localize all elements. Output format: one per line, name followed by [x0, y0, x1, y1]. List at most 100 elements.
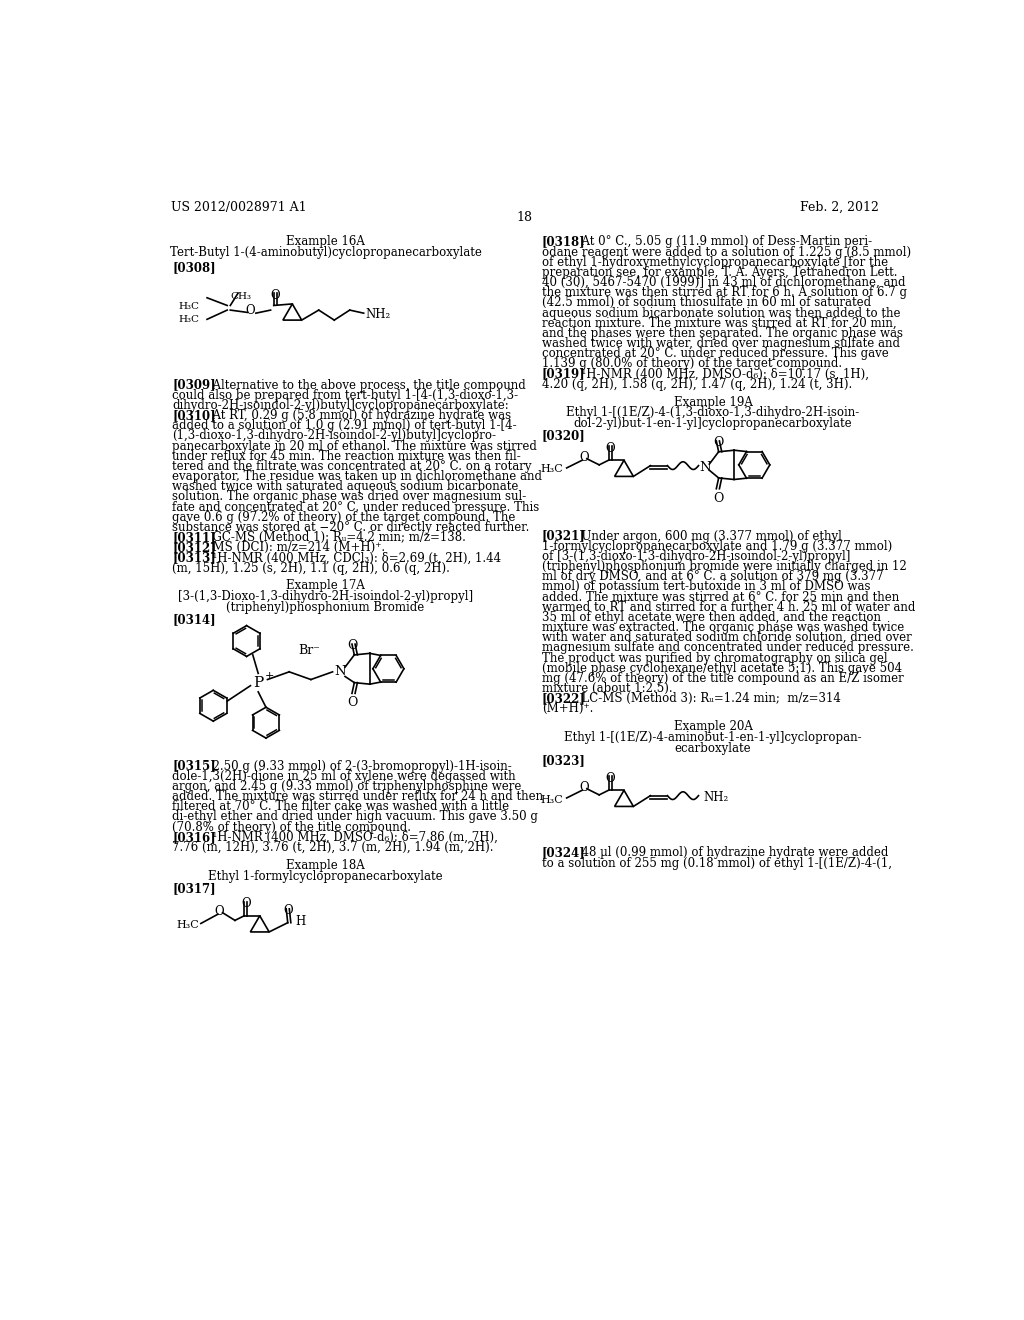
Text: ml of dry DMSO, and at 6° C. a solution of 379 mg (3.377: ml of dry DMSO, and at 6° C. a solution … — [542, 570, 884, 583]
Text: O: O — [579, 780, 589, 793]
Text: LC-MS (Method 3): Rᵤ=1.24 min;  m/z=314: LC-MS (Method 3): Rᵤ=1.24 min; m/z=314 — [574, 692, 842, 705]
Text: 1.139 g (80.0% of theory) of the target compound.: 1.139 g (80.0% of theory) of the target … — [542, 358, 842, 371]
Text: (triphenyl)phosphonium bromide were initially charged in 12: (triphenyl)phosphonium bromide were init… — [542, 560, 906, 573]
Text: dol-2-yl)but-1-en-1-yl]cyclopropanecarboxylate: dol-2-yl)but-1-en-1-yl]cyclopropanecarbo… — [573, 417, 852, 430]
Text: [0308]: [0308] — [172, 261, 216, 273]
Text: [0312]: [0312] — [172, 541, 216, 554]
Text: 7.76 (m, 12H), 3.76 (t, 2H), 3.7 (m, 2H), 1.94 (m, 2H).: 7.76 (m, 12H), 3.76 (t, 2H), 3.7 (m, 2H)… — [172, 841, 494, 854]
Text: P: P — [253, 676, 263, 689]
Text: [0320]: [0320] — [542, 429, 586, 442]
Text: tered and the filtrate was concentrated at 20° C. on a rotary: tered and the filtrate was concentrated … — [172, 459, 531, 473]
Text: (1,3‑dioxo‑1,3‑dihydro‑2H‑isoindol‑2‑yl)butyl]cyclopro-: (1,3‑dioxo‑1,3‑dihydro‑2H‑isoindol‑2‑yl)… — [172, 429, 497, 442]
Text: The product was purified by chromatography on silica gel: The product was purified by chromatograp… — [542, 652, 888, 664]
Text: washed twice with water, dried over magnesium sulfate and: washed twice with water, dried over magn… — [542, 337, 900, 350]
Text: [0323]: [0323] — [542, 754, 586, 767]
Text: O: O — [284, 904, 293, 917]
Text: Example 18A: Example 18A — [287, 859, 365, 871]
Text: (triphenyl)phosphonium Bromide: (triphenyl)phosphonium Bromide — [226, 601, 425, 614]
Text: 1-formylcyclopropanecarboxylate and 1.79 g (3.377 mmol): 1-formylcyclopropanecarboxylate and 1.79… — [542, 540, 892, 553]
Text: 18: 18 — [517, 211, 532, 224]
Text: O: O — [605, 442, 614, 455]
Text: Example 20A: Example 20A — [674, 721, 753, 733]
Text: H₃C: H₃C — [541, 795, 563, 804]
Text: O: O — [714, 437, 724, 449]
Text: Ethyl 1-[(1E/Z)-4-aminobut-1-en-1-yl]cyclopropan-: Ethyl 1-[(1E/Z)-4-aminobut-1-en-1-yl]cyc… — [564, 731, 862, 744]
Text: O: O — [215, 904, 224, 917]
Text: [0321]: [0321] — [542, 529, 586, 543]
Text: warmed to RT and stirred for a further 4 h. 25 ml of water and: warmed to RT and stirred for a further 4… — [542, 601, 915, 614]
Text: Example 16A: Example 16A — [286, 235, 366, 248]
Text: ¹H-NMR (400 MHz, DMSO-d₆): δ=7.86 (m, 7H),: ¹H-NMR (400 MHz, DMSO-d₆): δ=7.86 (m, 7H… — [205, 830, 498, 843]
Text: odane reagent were added to a solution of 1.225 g (8.5 mmol): odane reagent were added to a solution o… — [542, 246, 911, 259]
Text: with water and saturated sodium chloride solution, dried over: with water and saturated sodium chloride… — [542, 631, 911, 644]
Text: ecarboxylate: ecarboxylate — [675, 742, 752, 755]
Text: washed twice with saturated aqueous sodium bicarbonate: washed twice with saturated aqueous sodi… — [172, 480, 518, 494]
Text: [3-(1,3-Dioxo-1,3-dihydro-2H-isoindol-2-yl)propyl]: [3-(1,3-Dioxo-1,3-dihydro-2H-isoindol-2-… — [178, 590, 473, 603]
Text: to a solution of 255 mg (0.18 mmol) of ethyl 1-[(1E/Z)-4-(1,: to a solution of 255 mg (0.18 mmol) of e… — [542, 857, 892, 870]
Text: di-ethyl ether and dried under high vacuum. This gave 3.50 g: di-ethyl ether and dried under high vacu… — [172, 810, 538, 824]
Text: (M+H)⁺.: (M+H)⁺. — [542, 702, 593, 715]
Text: added to a solution of 1.0 g (2.91 mmol) of tert-butyl 1-[4-: added to a solution of 1.0 g (2.91 mmol)… — [172, 420, 517, 432]
Text: mixture was extracted. The organic phase was washed twice: mixture was extracted. The organic phase… — [542, 620, 904, 634]
Text: O: O — [605, 772, 614, 785]
Text: of [3-(1,3-dioxo-1,3-dihydro-2H-isoindol-2-yl)propyl]: of [3-(1,3-dioxo-1,3-dihydro-2H-isoindol… — [542, 550, 850, 562]
Text: filtered at 70° C. The filter cake was washed with a little: filtered at 70° C. The filter cake was w… — [172, 800, 509, 813]
Text: gave 0.6 g (97.2% of theory) of the target compound. The: gave 0.6 g (97.2% of theory) of the targ… — [172, 511, 515, 524]
Text: Example 19A: Example 19A — [674, 396, 753, 409]
Text: At RT, 0.29 g (5.8 mmol) of hydrazine hydrate was: At RT, 0.29 g (5.8 mmol) of hydrazine hy… — [205, 409, 511, 422]
Text: O: O — [241, 898, 251, 911]
Text: H₃C: H₃C — [178, 302, 200, 312]
Text: [0315]: [0315] — [172, 759, 216, 772]
Text: O: O — [347, 639, 358, 652]
Text: 35 ml of ethyl acetate were then added, and the reaction: 35 ml of ethyl acetate were then added, … — [542, 611, 881, 624]
Text: At 0° C., 5.05 g (11.9 mmol) of Dess-Martin peri-: At 0° C., 5.05 g (11.9 mmol) of Dess-Mar… — [574, 235, 872, 248]
Text: H: H — [296, 915, 306, 928]
Text: added. The mixture was stirred at 6° C. for 25 min and then: added. The mixture was stirred at 6° C. … — [542, 590, 899, 603]
Text: N: N — [335, 665, 346, 678]
Text: [0310]: [0310] — [172, 409, 216, 422]
Text: mg (47.6% of theory) of the title compound as an E/Z isomer: mg (47.6% of theory) of the title compou… — [542, 672, 903, 685]
Text: Under argon, 600 mg (3.377 mmol) of ethyl: Under argon, 600 mg (3.377 mmol) of ethy… — [574, 529, 843, 543]
Text: fate and concentrated at 20° C. under reduced pressure. This: fate and concentrated at 20° C. under re… — [172, 500, 540, 513]
Text: O: O — [246, 304, 255, 317]
Text: evaporator. The residue was taken up in dichloromethane and: evaporator. The residue was taken up in … — [172, 470, 542, 483]
Text: mmol) of potassium tert-butoxide in 3 ml of DMSO was: mmol) of potassium tert-butoxide in 3 ml… — [542, 581, 870, 594]
Text: [0313]: [0313] — [172, 552, 216, 565]
Text: Alternative to the above process, the title compound: Alternative to the above process, the ti… — [205, 379, 525, 392]
Text: concentrated at 20° C. under reduced pressure. This gave: concentrated at 20° C. under reduced pre… — [542, 347, 889, 360]
Text: argon, and 2.45 g (9.33 mmol) of triphenylphosphine were: argon, and 2.45 g (9.33 mmol) of triphen… — [172, 780, 521, 793]
Text: Br⁻: Br⁻ — [299, 644, 321, 657]
Text: [0314]: [0314] — [172, 614, 216, 626]
Text: under reflux for 45 min. The reaction mixture was then fil-: under reflux for 45 min. The reaction mi… — [172, 450, 521, 463]
Text: and the phases were then separated. The organic phase was: and the phases were then separated. The … — [542, 327, 903, 339]
Text: ¹H-NMR (400 MHz, CDCl₃): δ=2.69 (t, 2H), 1.44: ¹H-NMR (400 MHz, CDCl₃): δ=2.69 (t, 2H),… — [205, 552, 501, 565]
Text: substance was stored at −20° C. or directly reacted further.: substance was stored at −20° C. or direc… — [172, 521, 529, 533]
Text: [0309]: [0309] — [172, 379, 216, 392]
Text: O: O — [579, 450, 589, 463]
Text: 4.20 (q, 2H), 1.58 (q, 2H), 1.47 (q, 2H), 1.24 (t, 3H).: 4.20 (q, 2H), 1.58 (q, 2H), 1.47 (q, 2H)… — [542, 378, 852, 391]
Text: (42.5 mmol) of sodium thiosulfate in 60 ml of saturated: (42.5 mmol) of sodium thiosulfate in 60 … — [542, 297, 871, 309]
Text: of ethyl 1-hydroxymethylcyclopropanecarboxylate [for the: of ethyl 1-hydroxymethylcyclopropanecarb… — [542, 256, 888, 269]
Text: preparation see, for example, T. A. Ayers, Tetrahedron Lett.: preparation see, for example, T. A. Ayer… — [542, 265, 897, 279]
Text: 48 µl (0.99 mmol) of hydrazine hydrate were added: 48 µl (0.99 mmol) of hydrazine hydrate w… — [574, 846, 889, 859]
Text: Tert-Butyl 1-(4-aminobutyl)cyclopropanecarboxylate: Tert-Butyl 1-(4-aminobutyl)cyclopropanec… — [170, 246, 481, 259]
Text: Example 17A: Example 17A — [286, 579, 366, 593]
Text: 40 (30), 5467-5470 (1999)] in 43 ml of dichloromethane, and: 40 (30), 5467-5470 (1999)] in 43 ml of d… — [542, 276, 905, 289]
Text: [0319]: [0319] — [542, 367, 586, 380]
Text: magnesium sulfate and concentrated under reduced pressure.: magnesium sulfate and concentrated under… — [542, 642, 913, 655]
Text: 2.50 g (9.33 mmol) of 2-(3-bromopropyl)-1H-isoin-: 2.50 g (9.33 mmol) of 2-(3-bromopropyl)-… — [205, 759, 511, 772]
Text: NH₂: NH₂ — [703, 791, 728, 804]
Text: Ethyl 1-[(1E/Z)-4-(1,3-dioxo-1,3-dihydro-2H-isoin-: Ethyl 1-[(1E/Z)-4-(1,3-dioxo-1,3-dihydro… — [566, 407, 860, 420]
Text: mixture (about 1:2.5).: mixture (about 1:2.5). — [542, 682, 673, 696]
Text: (m, 15H), 1.25 (s, 2H), 1.1 (q, 2H), 0.6 (q, 2H).: (m, 15H), 1.25 (s, 2H), 1.1 (q, 2H), 0.6… — [172, 561, 451, 574]
Text: ¹H-NMR (400 MHz, DMSO-d₆): δ=10.17 (s, 1H),: ¹H-NMR (400 MHz, DMSO-d₆): δ=10.17 (s, 1… — [574, 367, 869, 380]
Text: MS (DCI): m/z=214 (M+H)⁺.: MS (DCI): m/z=214 (M+H)⁺. — [205, 541, 385, 554]
Text: dole-1,3(2H)-dione in 25 ml of xylene were degassed with: dole-1,3(2H)-dione in 25 ml of xylene we… — [172, 770, 516, 783]
Text: the mixture was then stirred at RT for 6 h. A solution of 6.7 g: the mixture was then stirred at RT for 6… — [542, 286, 907, 300]
Text: H₃C: H₃C — [541, 465, 563, 474]
Text: could also be prepared from tert-butyl 1-[4-(1,3-dioxo-1,3-: could also be prepared from tert-butyl 1… — [172, 389, 518, 401]
Text: H₃C: H₃C — [178, 314, 200, 323]
Text: [0322]: [0322] — [542, 692, 586, 705]
Text: Ethyl 1-formylcyclopropanecarboxylate: Ethyl 1-formylcyclopropanecarboxylate — [208, 870, 443, 883]
Text: [0318]: [0318] — [542, 235, 586, 248]
